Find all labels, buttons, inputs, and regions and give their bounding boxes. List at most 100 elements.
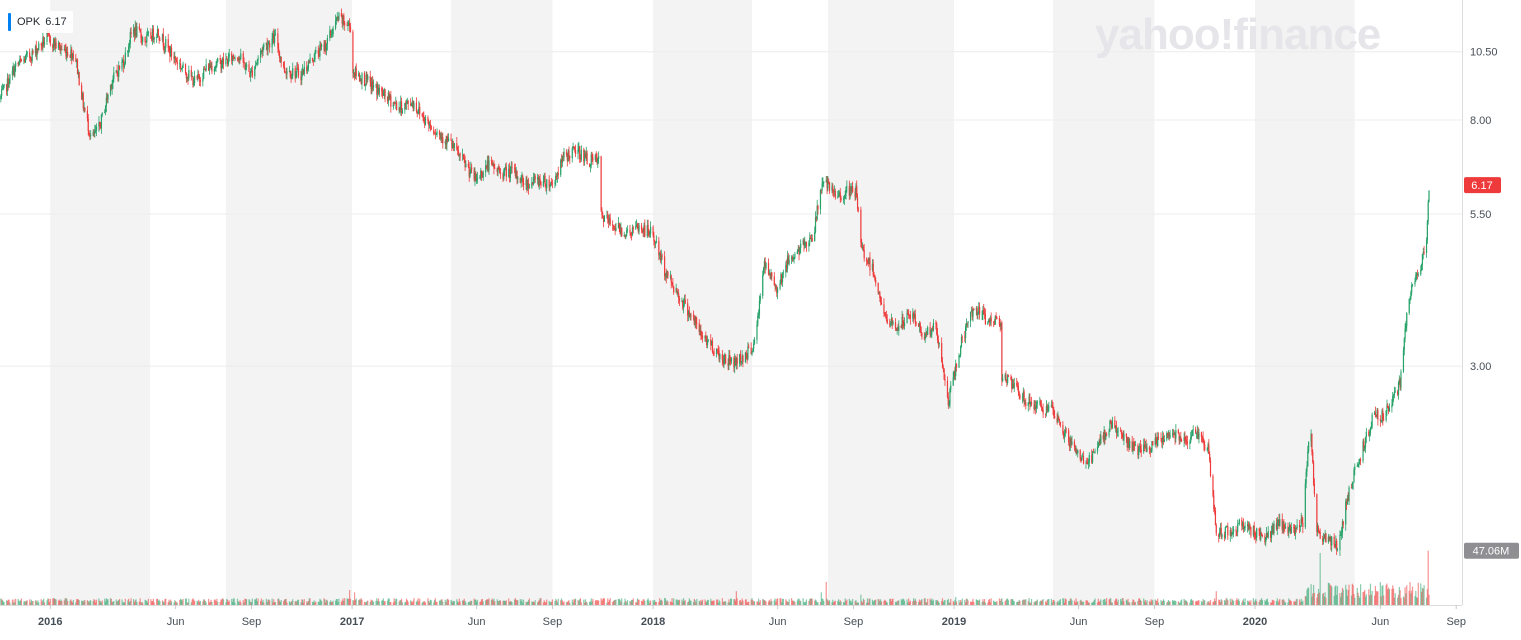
candle-body	[175, 59, 178, 62]
volume-bar	[404, 602, 406, 605]
candle-body	[733, 357, 735, 368]
volume-bar	[1243, 602, 1245, 605]
candle-body	[533, 175, 535, 178]
volume-bar	[268, 599, 270, 605]
candle-body	[320, 44, 323, 47]
volume-bar	[678, 599, 680, 605]
volume-bar	[221, 599, 223, 605]
candle-body	[1094, 451, 1096, 453]
candle-body	[216, 61, 218, 66]
volume-bar	[701, 599, 704, 605]
candle-body	[438, 131, 441, 136]
volume-bar	[817, 602, 819, 605]
volume-bar	[1383, 595, 1385, 605]
volume-bar	[891, 598, 893, 605]
volume-bar	[1062, 598, 1064, 605]
last-price-badge-text: 6.17	[1471, 180, 1492, 192]
volume-bar	[193, 599, 195, 605]
candle-body	[72, 53, 74, 58]
volume-bar	[462, 600, 465, 605]
candle-body	[1392, 395, 1395, 396]
volume-bar	[923, 598, 925, 605]
volume-bar	[1313, 592, 1315, 605]
candle-body	[740, 361, 742, 363]
candle-body	[1218, 533, 1220, 537]
last-price-badge: 6.17	[1464, 177, 1501, 194]
volume-bar	[1312, 593, 1314, 605]
volume-bar	[787, 602, 789, 605]
volume-bar	[1115, 598, 1117, 605]
volume-bar	[775, 601, 777, 605]
volume-bar	[344, 598, 346, 605]
volume-bar	[1152, 599, 1154, 605]
candle-body	[320, 44, 322, 47]
candle-body	[474, 172, 476, 180]
candle-body	[1423, 251, 1425, 254]
volume-bar	[382, 598, 385, 605]
candle-body	[917, 323, 920, 327]
candle-body	[735, 357, 737, 366]
volume-bar	[1271, 599, 1273, 605]
candle-body	[932, 322, 935, 330]
candle-body	[497, 168, 499, 173]
candle-body	[1080, 458, 1082, 460]
candle-body	[1098, 440, 1100, 444]
candle-body	[46, 32, 48, 42]
volume-bar	[1329, 584, 1331, 605]
volume-bar	[819, 602, 822, 605]
candle-body	[871, 263, 874, 271]
volume-bar	[532, 601, 534, 605]
candle-body	[499, 169, 501, 174]
volume-bar	[400, 600, 402, 605]
volume-bar	[808, 600, 810, 605]
volume-bar	[309, 598, 311, 605]
volume-bar	[180, 599, 183, 605]
volume-bar	[989, 602, 991, 605]
volume-bar	[866, 602, 868, 605]
candle-body	[791, 257, 793, 260]
volume-bar	[736, 598, 738, 605]
volume-bar	[594, 600, 596, 605]
candle-body	[1365, 431, 1367, 438]
volume-bar	[1270, 602, 1272, 605]
volume-bar	[1120, 601, 1123, 605]
candle-body	[1414, 281, 1416, 285]
volume-bar	[1261, 600, 1264, 605]
volume-bar	[1162, 599, 1165, 605]
candle-body	[479, 177, 481, 179]
candle-body	[692, 315, 695, 317]
candle-body	[1128, 438, 1130, 448]
volume-bar	[71, 601, 73, 605]
volume-bar	[894, 601, 897, 605]
volume-bar	[1328, 583, 1330, 605]
candle-body	[118, 65, 120, 77]
volume-bar	[179, 600, 181, 605]
volume-bar	[365, 601, 367, 605]
candle-body	[1237, 523, 1239, 532]
volume-bar	[875, 599, 877, 605]
candle-body	[717, 349, 719, 351]
volume-bar	[1129, 602, 1131, 605]
volume-bar	[883, 600, 885, 605]
candle-body	[1209, 460, 1212, 476]
volume-bar	[1345, 589, 1348, 605]
candle-body	[511, 166, 513, 168]
candle-body	[913, 313, 915, 318]
volume-bar	[19, 601, 21, 605]
candle-body	[365, 74, 367, 86]
volume-bar	[1218, 599, 1220, 605]
volume-bar	[447, 598, 449, 605]
candle-body	[1180, 437, 1182, 441]
series-legend[interactable]: OPK 6.17	[8, 11, 73, 33]
candle-body	[424, 117, 427, 125]
candle-body	[261, 50, 263, 52]
candle-body	[146, 34, 148, 43]
volume-bar	[750, 599, 752, 605]
volume-bar	[659, 598, 661, 605]
volume-bar	[839, 600, 841, 605]
volume-bar	[805, 599, 808, 605]
volume-bar	[87, 601, 89, 605]
volume-bar	[729, 598, 732, 605]
volume-bar	[1190, 598, 1193, 605]
